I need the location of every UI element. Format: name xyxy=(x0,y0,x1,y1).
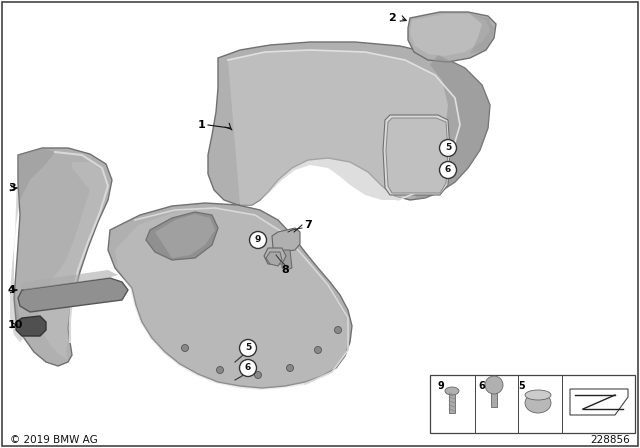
Polygon shape xyxy=(18,278,128,312)
Polygon shape xyxy=(108,203,352,388)
Ellipse shape xyxy=(445,387,459,395)
Polygon shape xyxy=(10,148,55,342)
Text: 8: 8 xyxy=(281,265,289,275)
Circle shape xyxy=(335,327,342,333)
Text: 228856: 228856 xyxy=(590,435,630,445)
Polygon shape xyxy=(228,50,460,205)
Circle shape xyxy=(239,359,257,376)
Text: 4: 4 xyxy=(8,285,16,295)
Polygon shape xyxy=(386,118,448,193)
Text: 9: 9 xyxy=(255,236,261,245)
Polygon shape xyxy=(155,214,215,258)
Circle shape xyxy=(255,371,262,379)
Polygon shape xyxy=(16,316,46,336)
Polygon shape xyxy=(408,12,496,62)
Bar xyxy=(430,375,635,433)
Bar xyxy=(449,391,455,413)
Text: 6: 6 xyxy=(245,363,251,372)
Polygon shape xyxy=(115,208,348,390)
Circle shape xyxy=(287,365,294,371)
Polygon shape xyxy=(146,212,218,260)
Text: 2: 2 xyxy=(388,13,396,23)
Text: 5: 5 xyxy=(518,381,525,391)
Ellipse shape xyxy=(525,393,551,413)
Polygon shape xyxy=(20,270,118,290)
Polygon shape xyxy=(38,162,108,360)
Circle shape xyxy=(250,232,266,249)
Text: 7: 7 xyxy=(304,220,312,230)
Circle shape xyxy=(440,139,456,156)
Polygon shape xyxy=(570,389,628,415)
Polygon shape xyxy=(282,250,292,270)
Circle shape xyxy=(485,376,503,394)
Polygon shape xyxy=(415,55,490,200)
Text: 5: 5 xyxy=(445,143,451,152)
Polygon shape xyxy=(383,115,450,195)
Bar xyxy=(491,387,497,407)
Polygon shape xyxy=(272,228,300,252)
Polygon shape xyxy=(470,14,494,54)
Text: 3: 3 xyxy=(8,183,15,193)
Text: 1: 1 xyxy=(197,120,205,130)
Circle shape xyxy=(216,366,223,374)
Polygon shape xyxy=(208,42,490,205)
Text: 9: 9 xyxy=(438,381,444,391)
Ellipse shape xyxy=(525,390,551,400)
Text: © 2019 BMW AG: © 2019 BMW AG xyxy=(10,435,98,445)
Circle shape xyxy=(239,340,257,357)
Polygon shape xyxy=(410,14,490,56)
Circle shape xyxy=(182,345,189,352)
Circle shape xyxy=(314,346,321,353)
Text: 5: 5 xyxy=(245,344,251,353)
Text: 6: 6 xyxy=(479,381,485,391)
Polygon shape xyxy=(266,252,282,266)
Polygon shape xyxy=(264,248,286,264)
Text: 6: 6 xyxy=(445,165,451,175)
Polygon shape xyxy=(14,148,112,366)
Circle shape xyxy=(440,161,456,178)
Text: 10: 10 xyxy=(8,320,24,330)
